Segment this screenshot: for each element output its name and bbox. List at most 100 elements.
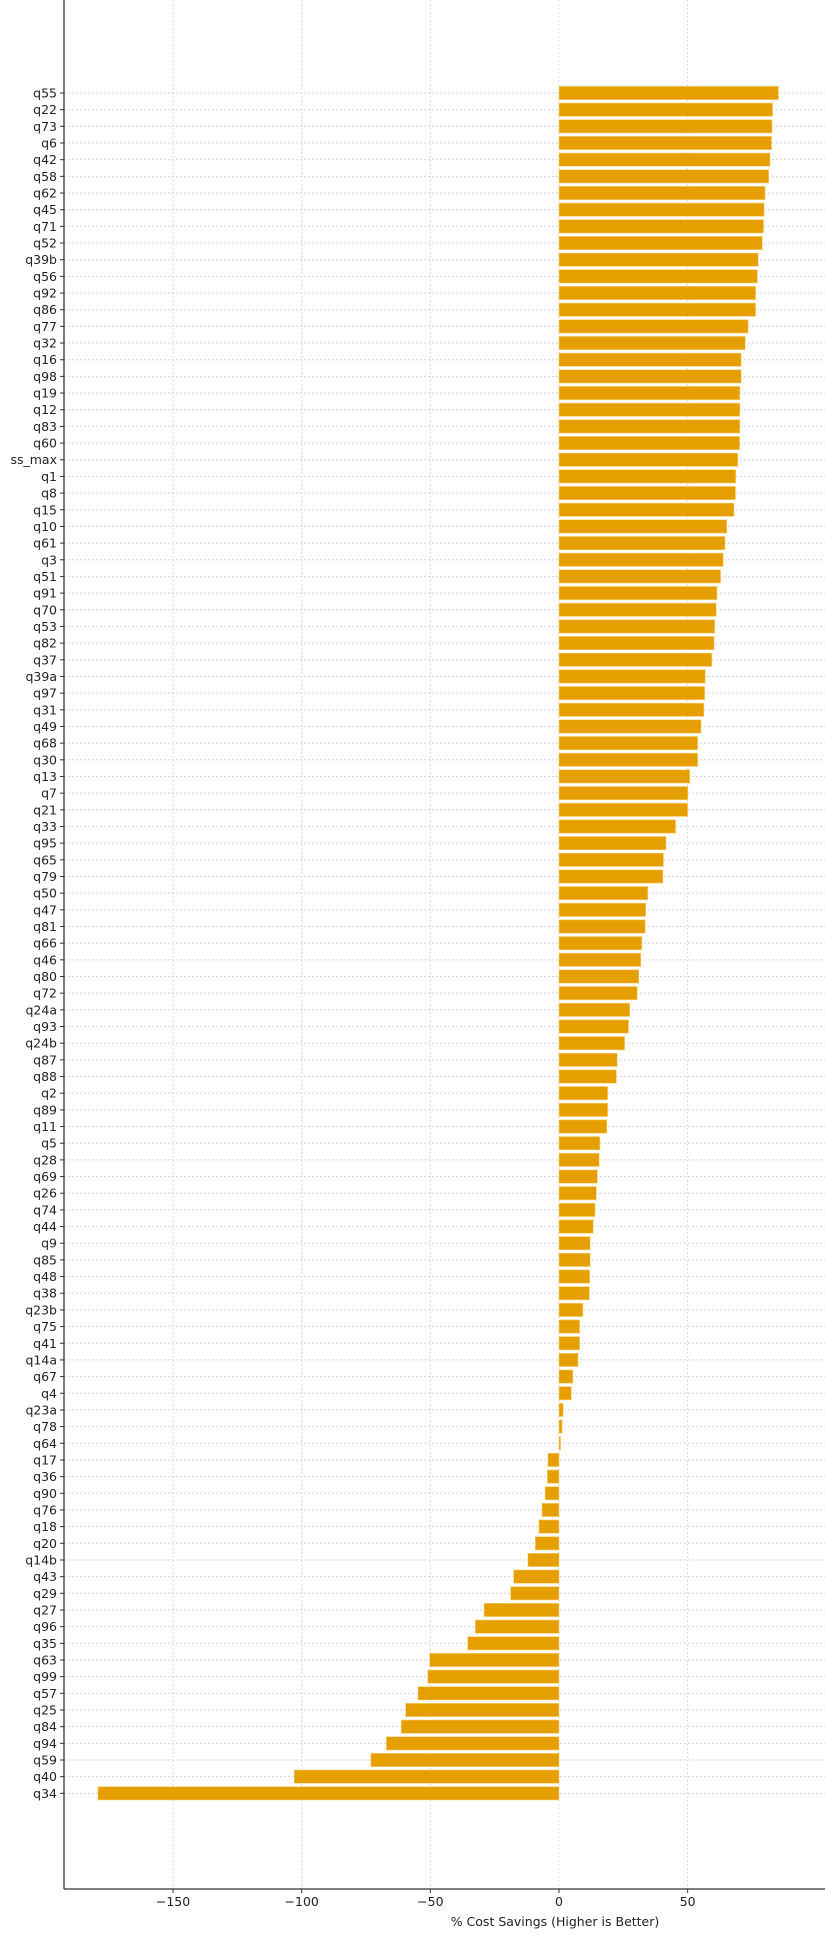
bar-q23b xyxy=(558,1302,584,1317)
bar-q20 xyxy=(535,1536,560,1551)
x-ticks: −150 −100 −50 0 50 xyxy=(156,1889,696,1909)
bar-q78 xyxy=(558,1419,563,1434)
bar-q48 xyxy=(558,1269,590,1284)
y-tick-label: q68 xyxy=(33,736,57,751)
bar-q35 xyxy=(467,1636,560,1651)
y-tick-label: q37 xyxy=(33,652,57,667)
y-tick-label: q67 xyxy=(33,1369,57,1384)
y-tick-label: q77 xyxy=(33,319,57,334)
y-tick-label: q60 xyxy=(33,436,57,451)
y-tick-label: q29 xyxy=(33,1586,57,1601)
bar-q88 xyxy=(558,1069,617,1084)
bar-q93 xyxy=(558,1019,629,1034)
bar-q84 xyxy=(400,1719,560,1734)
y-tick-label: q86 xyxy=(33,302,57,317)
grid-lines xyxy=(64,0,825,1889)
y-tick-label: q33 xyxy=(33,819,57,834)
y-tick-label: q4 xyxy=(41,1386,57,1401)
bar-q47 xyxy=(558,902,647,917)
y-tick-label: q15 xyxy=(33,502,57,517)
y-tick-label: q26 xyxy=(33,1186,57,1201)
bar-q42 xyxy=(558,152,771,167)
bar-q27 xyxy=(483,1603,560,1617)
bar-ss_max xyxy=(558,452,739,467)
y-tick-label: q62 xyxy=(33,186,57,201)
bar-q31 xyxy=(558,702,705,717)
bar-q63 xyxy=(429,1653,560,1667)
y-tick-label: q44 xyxy=(33,1219,57,1234)
y-tick-label: q5 xyxy=(41,1136,57,1151)
bar-q83 xyxy=(558,419,741,434)
bar-q87 xyxy=(558,1052,618,1067)
y-tick-label: q3 xyxy=(41,552,57,567)
y-tick-label: q23b xyxy=(25,1302,57,1317)
y-tick-label: q43 xyxy=(33,1569,57,1584)
bar-q55 xyxy=(558,86,779,100)
bar-q32 xyxy=(558,336,746,350)
bar-q5 xyxy=(558,1136,601,1151)
y-tick-label: q85 xyxy=(33,1252,57,1267)
x-tick-label: 0 xyxy=(555,1894,563,1909)
y-tick-label: q64 xyxy=(33,1436,57,1451)
bar-q74 xyxy=(558,1202,596,1217)
bar-q56 xyxy=(558,269,758,284)
y-tick-label: q91 xyxy=(33,586,57,601)
bar-q18 xyxy=(538,1519,560,1534)
bar-q61 xyxy=(558,536,726,551)
y-tick-label: q52 xyxy=(33,236,57,251)
bar-q94 xyxy=(386,1736,560,1751)
bar-q86 xyxy=(558,302,756,317)
bar-q45 xyxy=(558,202,765,217)
bar-q39b xyxy=(558,252,759,267)
y-tick-label: q17 xyxy=(33,1452,57,1467)
bar-q30 xyxy=(558,752,698,767)
y-tick-label: q61 xyxy=(33,536,57,551)
bar-q72 xyxy=(558,986,638,1001)
bar-q37 xyxy=(558,652,713,667)
bar-q98 xyxy=(558,369,742,384)
y-tick-label: q49 xyxy=(33,719,57,734)
y-tick-label: q39a xyxy=(25,669,57,684)
y-tick-label: q65 xyxy=(33,852,57,867)
y-tick-label: q71 xyxy=(33,219,57,234)
y-tick-label: q82 xyxy=(33,636,57,651)
y-tick-label: q18 xyxy=(33,1519,57,1534)
bar-q33 xyxy=(558,819,676,834)
bar-q15 xyxy=(558,502,735,517)
bar-q34 xyxy=(97,1786,560,1801)
bar-q40 xyxy=(293,1769,560,1784)
bar-q89 xyxy=(558,1102,608,1117)
bar-q1 xyxy=(558,469,737,484)
y-tick-label: q81 xyxy=(33,919,57,934)
bar-q14b xyxy=(527,1553,560,1567)
bar-q29 xyxy=(510,1586,560,1601)
bar-q44 xyxy=(558,1219,594,1234)
bar-q91 xyxy=(558,586,718,601)
bar-q52 xyxy=(558,236,763,250)
bar-q49 xyxy=(558,719,702,734)
x-tick-label: −100 xyxy=(285,1894,319,1909)
y-tick-label: q24a xyxy=(25,1002,57,1017)
y-tick-label: q99 xyxy=(33,1669,57,1684)
y-tick-label: q16 xyxy=(33,352,57,367)
bar-q70 xyxy=(558,602,717,617)
y-tick-label: q94 xyxy=(33,1736,57,1751)
y-tick-label: q19 xyxy=(33,386,57,401)
y-tick-label: q21 xyxy=(33,802,57,817)
y-tick-label: q97 xyxy=(33,686,57,701)
y-tick-label: q59 xyxy=(33,1753,57,1768)
bar-q38 xyxy=(558,1286,590,1301)
y-tick-label: ss_max xyxy=(10,452,57,467)
bar-q21 xyxy=(558,802,688,817)
bar-q6 xyxy=(558,136,772,150)
y-tick-label: q95 xyxy=(33,836,57,851)
y-tick-label: q2 xyxy=(41,1086,57,1101)
bar-q4 xyxy=(558,1386,572,1401)
bar-q7 xyxy=(558,786,689,801)
bar-q65 xyxy=(558,852,664,867)
y-tick-label: q9 xyxy=(41,1236,57,1251)
bar-q3 xyxy=(558,552,724,567)
bar-q58 xyxy=(558,169,769,184)
y-tick-label: q92 xyxy=(33,286,57,301)
y-tick-label: q79 xyxy=(33,869,57,884)
